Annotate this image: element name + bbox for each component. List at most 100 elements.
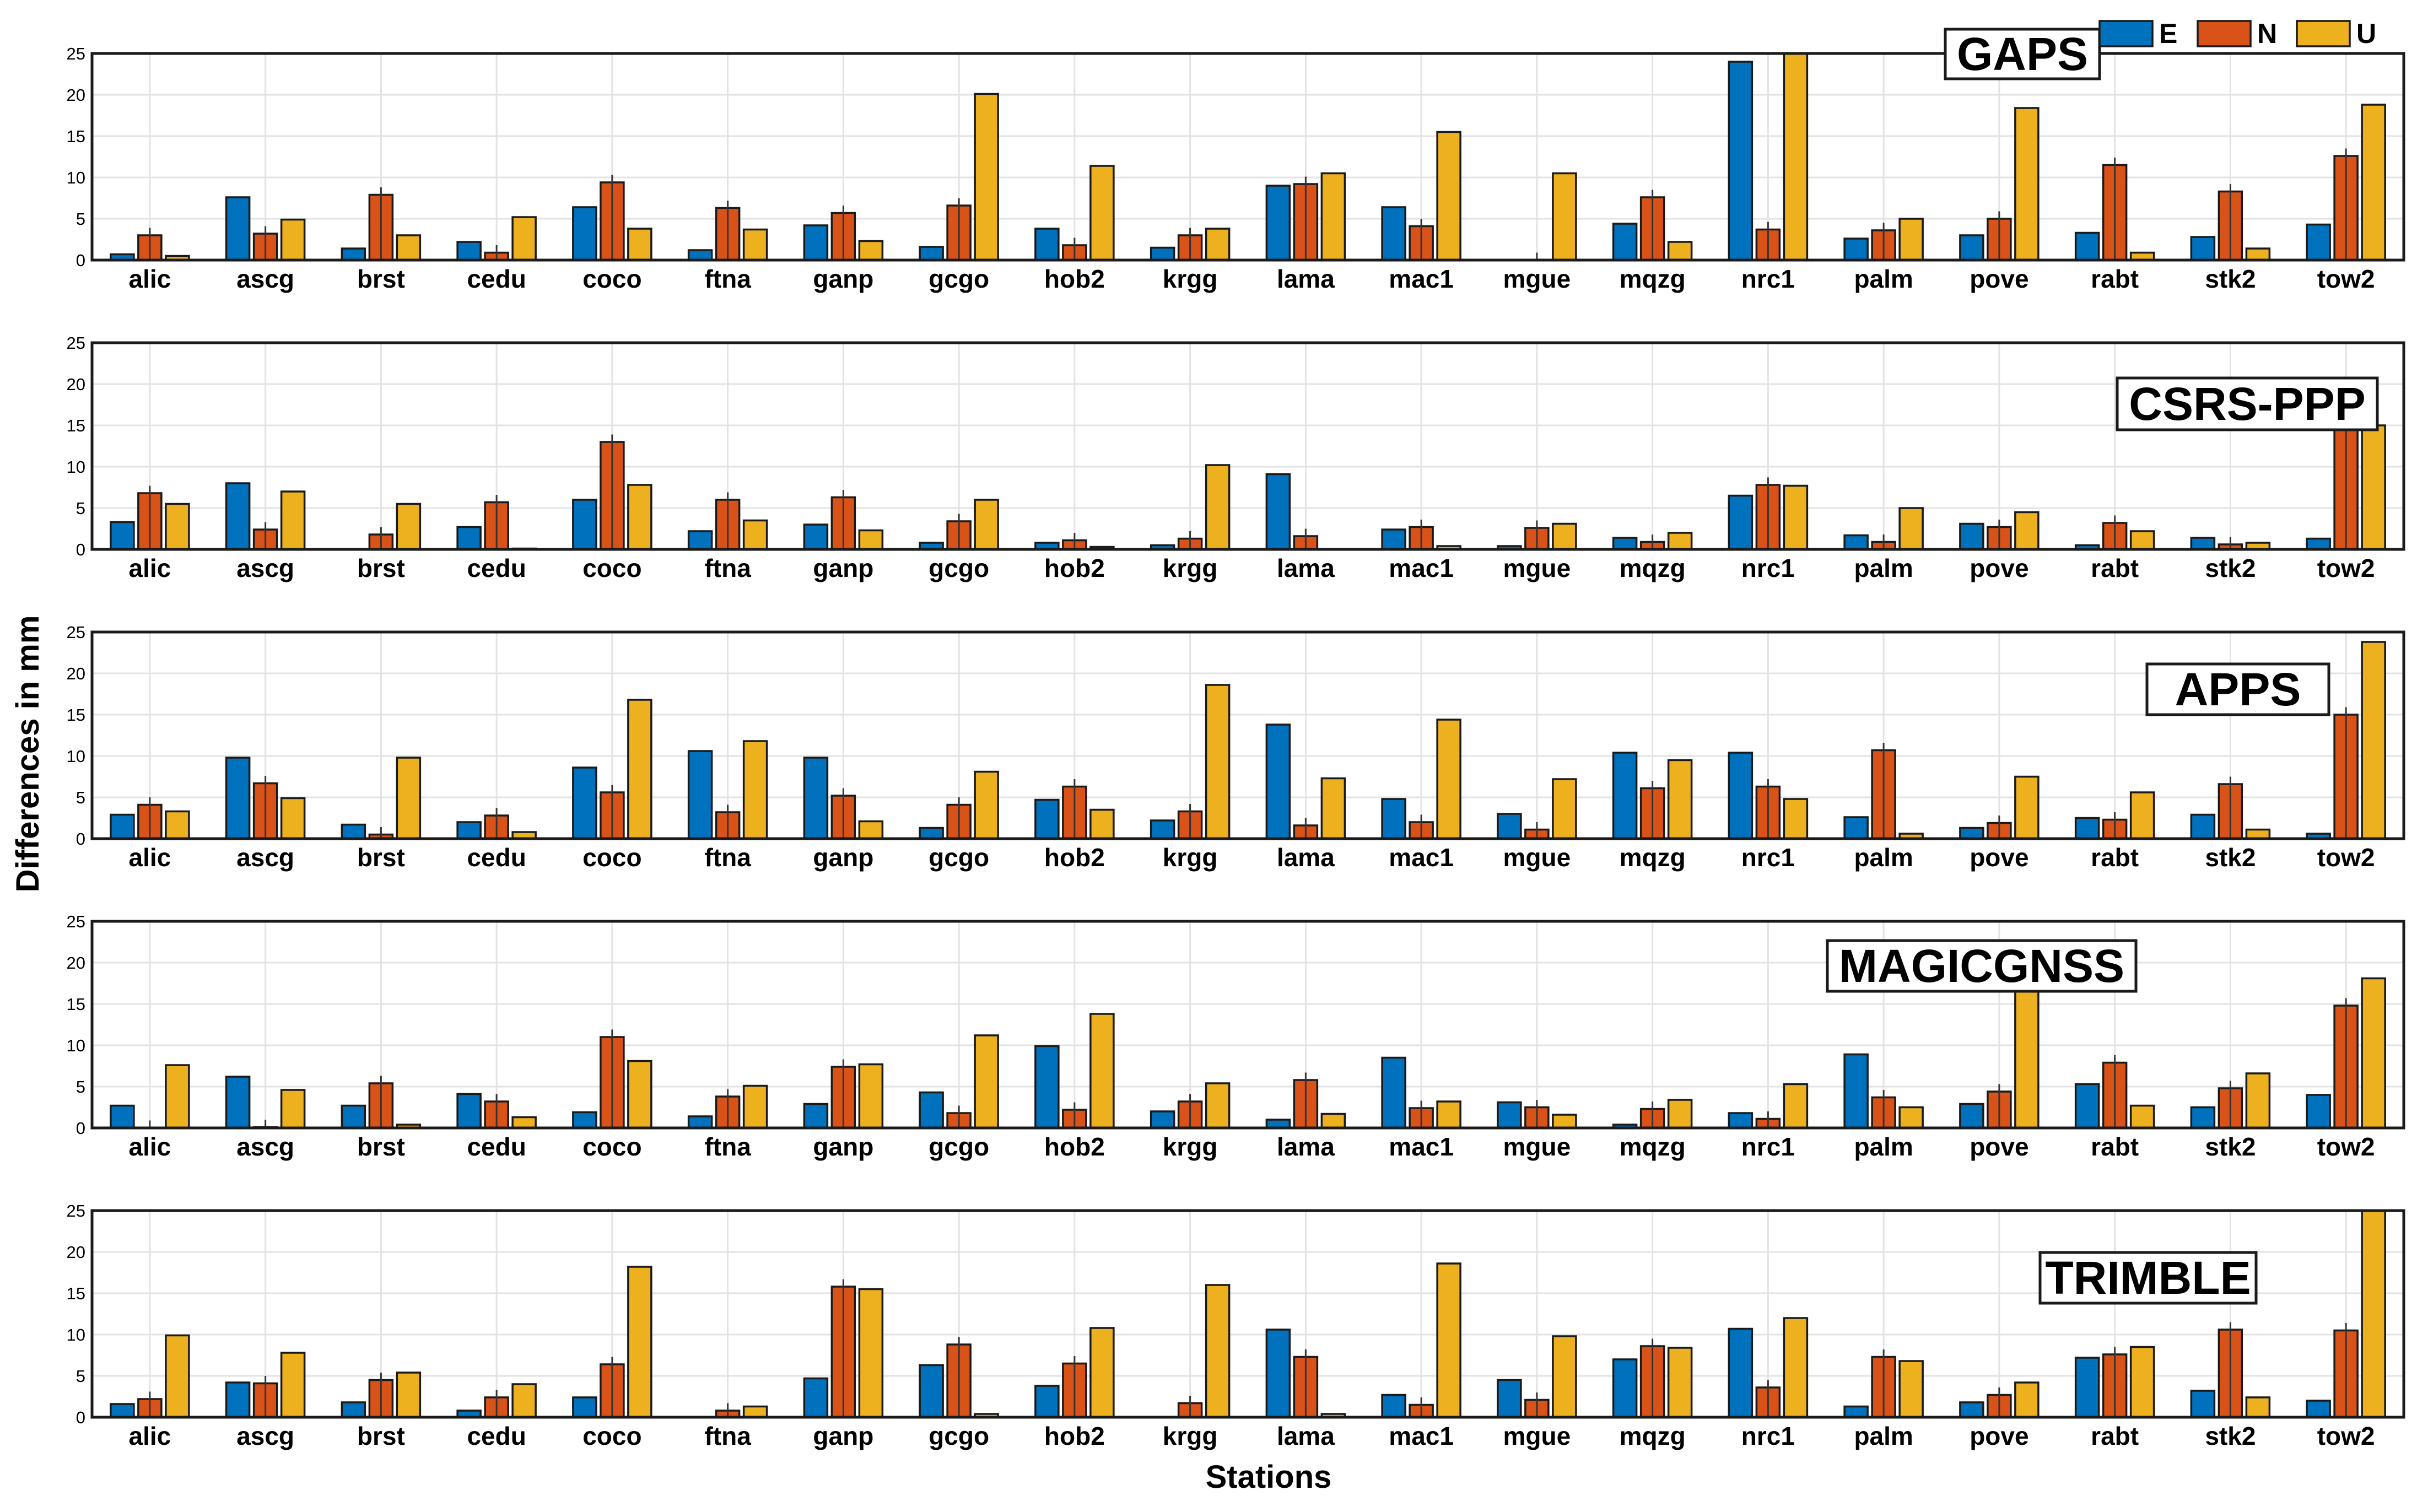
y-tick-label: 20 <box>67 85 85 105</box>
category-label-mac1: mac1 <box>1389 264 1454 293</box>
category-label-ganp: ganp <box>813 843 873 872</box>
y-tick-label: 25 <box>67 623 85 642</box>
bar-u-ascg <box>280 218 306 261</box>
bar-u-palm <box>1898 507 1924 550</box>
bar-e-lama <box>1265 1329 1291 1418</box>
bar-e-lama <box>1265 473 1291 550</box>
category-label-krgg: krgg <box>1163 1132 1218 1161</box>
bar-e-brst <box>341 823 366 840</box>
bar-e-hob2 <box>1034 1045 1060 1129</box>
category-label-nrc1: nrc1 <box>1741 1132 1795 1161</box>
bar-u-ascg <box>280 797 306 840</box>
y-tick-label: 15 <box>67 705 85 725</box>
bar-u-tow2 <box>2361 641 2386 840</box>
category-label-alic: alic <box>129 1132 171 1161</box>
bar-u-nrc1 <box>1783 798 1809 840</box>
category-label-brst: brst <box>357 1132 405 1161</box>
category-label-ganp: ganp <box>813 1422 873 1450</box>
category-label-stk2: stk2 <box>2205 843 2256 872</box>
bar-e-tow2 <box>2306 537 2331 550</box>
category-label-krgg: krgg <box>1163 264 1218 293</box>
category-label-rabt: rabt <box>2091 264 2139 293</box>
bar-e-tow2 <box>2306 1400 2331 1418</box>
y-tick-label: 25 <box>67 1201 85 1221</box>
bar-u-ftna <box>742 519 768 550</box>
category-label-ascg: ascg <box>236 1422 294 1450</box>
bar-u-ftna <box>742 1084 768 1129</box>
bar-e-lama <box>1265 185 1291 261</box>
bar-u-hob2 <box>1089 165 1115 261</box>
category-label-mqzg: mqzg <box>1620 843 1686 872</box>
bar-e-mqzg <box>1612 752 1638 840</box>
category-label-ganp: ganp <box>813 1132 873 1161</box>
y-tick-label: 5 <box>76 1077 85 1097</box>
panel-title: TRIMBLE <box>2045 1252 2251 1304</box>
bar-e-tow2 <box>2306 223 2331 261</box>
bar-u-mgue <box>1552 778 1577 840</box>
category-label-stk2: stk2 <box>2205 1132 2256 1161</box>
bar-e-ftna <box>687 530 713 550</box>
bar-e-stk2 <box>2190 1390 2216 1418</box>
bar-e-pove <box>1959 1401 1984 1418</box>
bar-u-ganp <box>858 240 884 261</box>
category-label-rabt: rabt <box>2091 554 2139 582</box>
category-label-alic: alic <box>129 264 171 293</box>
bar-u-mac1 <box>1436 131 1461 261</box>
category-label-palm: palm <box>1854 843 1913 872</box>
y-tick-label: 10 <box>67 168 85 187</box>
category-label-ascg: ascg <box>236 843 294 872</box>
category-label-ganp: ganp <box>813 264 873 293</box>
category-label-lama: lama <box>1277 1422 1335 1450</box>
plot-frame <box>90 52 2405 262</box>
category-label-palm: palm <box>1854 554 1913 582</box>
category-label-coco: coco <box>582 554 641 582</box>
bar-e-mqzg <box>1612 1358 1638 1418</box>
bar-e-stk2 <box>2190 813 2216 840</box>
category-label-ganp: ganp <box>813 554 873 582</box>
category-label-brst: brst <box>357 554 405 582</box>
category-label-mqzg: mqzg <box>1620 554 1686 582</box>
bar-e-palm <box>1843 816 1869 840</box>
bar-u-pove <box>2014 107 2040 261</box>
bar-e-ganp <box>803 224 829 261</box>
category-label-cedu: cedu <box>467 1132 526 1161</box>
category-label-gcgo: gcgo <box>929 1422 989 1450</box>
bar-u-ganp <box>858 529 884 550</box>
panel-title-box <box>1944 28 2101 80</box>
bar-e-mgue <box>1497 813 1522 840</box>
category-label-mac1: mac1 <box>1389 1422 1454 1450</box>
category-label-ascg: ascg <box>236 554 294 582</box>
bar-e-pove <box>1959 522 1984 550</box>
legend-label-e: E <box>2159 18 2177 49</box>
bar-u-mgue <box>1552 522 1577 550</box>
bar-u-palm <box>1898 1106 1924 1129</box>
bar-u-palm <box>1898 1360 1924 1418</box>
category-label-mac1: mac1 <box>1389 554 1454 582</box>
bar-e-gcgo <box>919 1364 944 1418</box>
bar-u-mac1 <box>1436 1100 1461 1129</box>
category-label-pove: pove <box>1970 1132 2028 1161</box>
category-label-coco: coco <box>582 1422 641 1450</box>
bar-e-ganp <box>803 1377 829 1418</box>
bar-e-nrc1 <box>1728 752 1754 840</box>
bar-u-lama <box>1320 172 1346 261</box>
bar-e-mac1 <box>1381 206 1406 261</box>
bar-e-mqzg <box>1612 223 1638 261</box>
bar-u-pove <box>2014 1381 2040 1418</box>
bar-e-mac1 <box>1381 528 1406 550</box>
bar-u-hob2 <box>1089 808 1115 840</box>
bar-e-hob2 <box>1034 228 1060 261</box>
bar-u-gcgo <box>974 770 999 840</box>
bar-e-coco <box>572 206 597 261</box>
bar-u-tow2 <box>2361 977 2386 1129</box>
bar-e-brst <box>341 1104 366 1129</box>
legend-swatch-n <box>2197 20 2252 47</box>
bar-u-rabt <box>2129 1346 2155 1418</box>
category-label-coco: coco <box>582 843 641 872</box>
category-label-brst: brst <box>357 843 405 872</box>
category-label-mqzg: mqzg <box>1620 1422 1686 1450</box>
y-tick-label: 5 <box>76 209 85 229</box>
category-label-krgg: krgg <box>1163 1422 1218 1450</box>
category-label-mgue: mgue <box>1503 1132 1571 1161</box>
bar-e-ascg <box>225 757 251 840</box>
